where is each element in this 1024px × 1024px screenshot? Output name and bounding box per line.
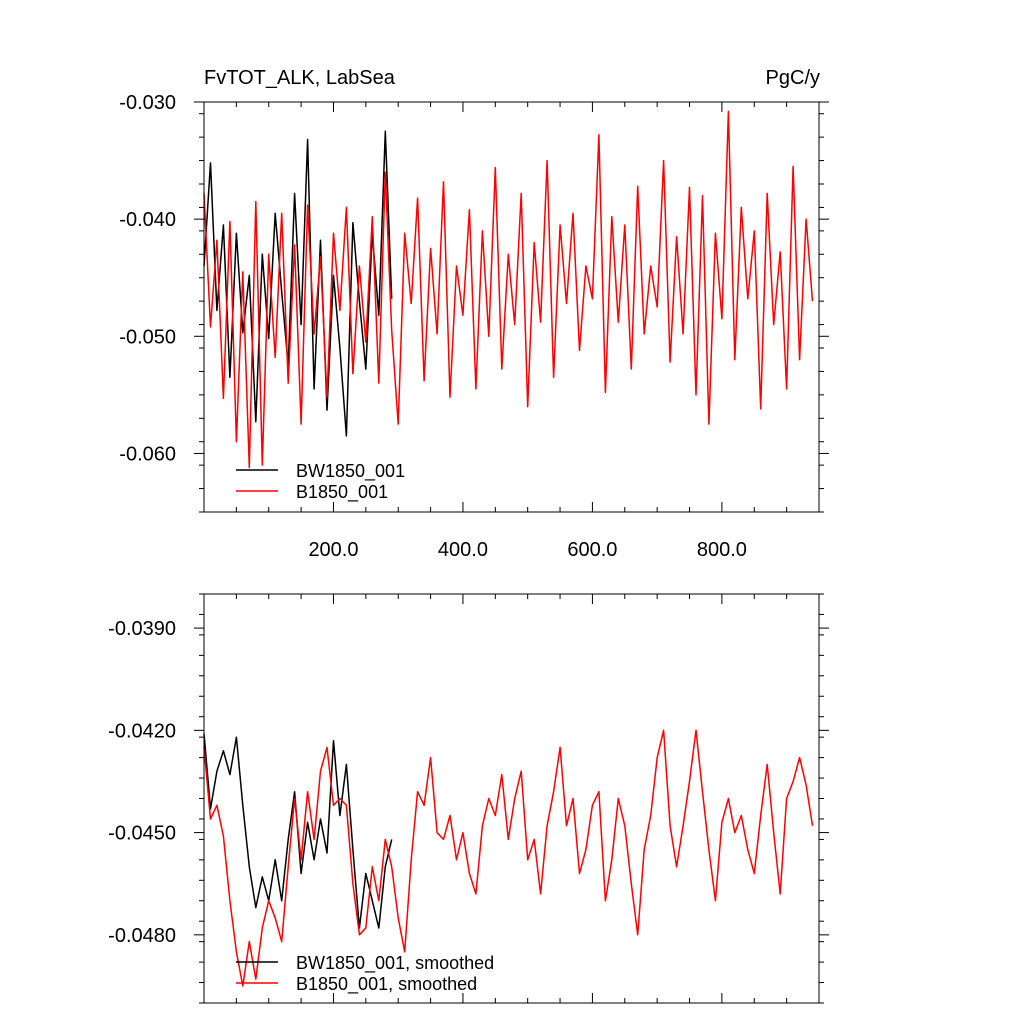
top-y-tick-label: -0.040 bbox=[119, 209, 176, 231]
bottom-chart-frame bbox=[203, 593, 820, 1004]
top-chart-frame bbox=[203, 101, 820, 513]
top-chart-title: FvTOT_ALK, LabSea bbox=[204, 67, 396, 89]
bottom-y-tick-label: -0.0480 bbox=[108, 925, 176, 947]
top-chart-units: PgC/y bbox=[766, 67, 820, 89]
top-x-tick-label: 600.0 bbox=[567, 539, 617, 561]
bottom-chart-panel: -0.0390 -0.0420 -0.0450 -0.0480 BW1850_001,… bbox=[108, 593, 829, 1004]
bottom-y-tick-label: -0.0390 bbox=[108, 618, 176, 640]
top-y-tick-label: -0.030 bbox=[119, 92, 176, 114]
top-legend-label-1: B1850_001 bbox=[296, 482, 388, 503]
top-y-tick-label: -0.050 bbox=[119, 326, 176, 348]
bottom-series-line-1 bbox=[203, 729, 814, 987]
bottom-legend-label-0: BW1850_001, smoothed bbox=[296, 953, 494, 974]
top-x-tick-label: 400.0 bbox=[438, 539, 488, 561]
bottom-chart-ticks: -0.0390 -0.0420 -0.0450 -0.0480 bbox=[108, 593, 829, 1004]
bottom-legend-label-1: B1850_001, smoothed bbox=[296, 974, 477, 995]
top-chart-series bbox=[203, 110, 814, 469]
top-series-line-1 bbox=[203, 110, 814, 469]
bottom-y-tick-label: -0.0420 bbox=[108, 720, 176, 742]
top-series-line-0 bbox=[203, 130, 393, 437]
top-y-tick-label: -0.060 bbox=[119, 443, 176, 465]
top-x-tick-label: 800.0 bbox=[697, 539, 747, 561]
bottom-y-tick-label: -0.0450 bbox=[108, 823, 176, 845]
top-legend-label-0: BW1850_001 bbox=[296, 461, 405, 482]
top-chart-ticks: 200.0 400.0 600.0 800.0 -0.030 -0.040 -0.050 -0… bbox=[119, 92, 829, 561]
top-chart-panel: FvTOT_ALK, LabSea PgC/y 200.0 400.0 600.0 8… bbox=[119, 67, 829, 561]
bottom-chart-series bbox=[203, 729, 814, 987]
top-x-tick-label: 200.0 bbox=[308, 539, 358, 561]
